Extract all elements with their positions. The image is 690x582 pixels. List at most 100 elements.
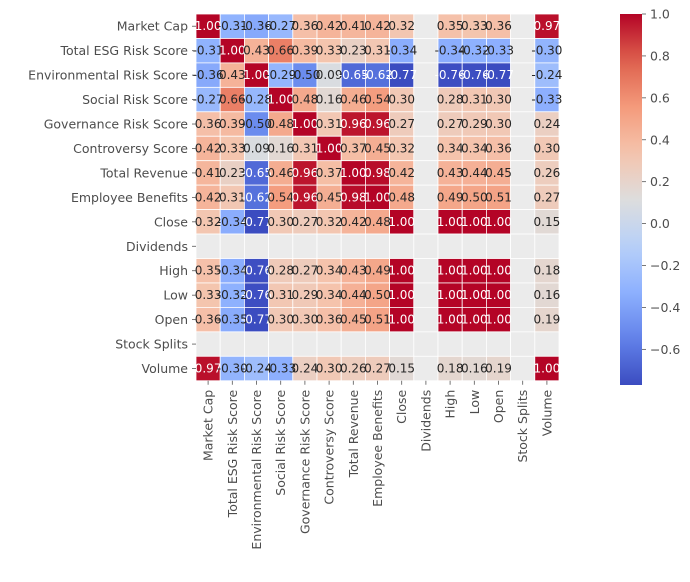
colorbar-tick-label: 0.8 <box>650 48 670 63</box>
heatmap-cell <box>413 86 439 113</box>
heatmap-cell <box>461 38 487 64</box>
heatmap-cell <box>316 111 342 137</box>
heatmap-cell <box>413 135 439 162</box>
heatmap-cell <box>243 135 269 162</box>
heatmap-cell <box>510 38 536 64</box>
heatmap-cell-label: 0.49 <box>364 264 391 278</box>
y-tick-label: Stock Splits <box>115 337 188 352</box>
heatmap-cell-label: 0.27 <box>292 215 319 229</box>
heatmap-cell <box>461 258 487 284</box>
heatmap-cell-label: -0.31 <box>193 44 224 58</box>
heatmap-cell <box>340 135 366 162</box>
heatmap-cell-label: -0.65 <box>338 68 369 82</box>
heatmap-cell-label: 0.33 <box>219 141 246 155</box>
colorbar-tick-label: −0.6 <box>650 342 680 357</box>
heatmap-cell-label: 0.48 <box>388 190 415 204</box>
heatmap-cell <box>485 282 511 308</box>
heatmap-cell <box>534 258 560 284</box>
heatmap-cell <box>243 233 269 259</box>
heatmap-cell-label: 0.33 <box>461 19 488 33</box>
heatmap-cell-label: -0.32 <box>459 44 490 58</box>
heatmap-cell <box>292 233 318 259</box>
heatmap-cell <box>461 331 487 357</box>
heatmap-cell <box>389 306 415 333</box>
heatmap-cell-label: 0.32 <box>195 215 222 229</box>
heatmap-cell <box>340 38 366 64</box>
heatmap-cell-label: 1.00 <box>461 313 488 327</box>
x-tick-label: Close <box>394 389 409 423</box>
heatmap-cell-label: 0.36 <box>195 313 222 327</box>
heatmap-cell <box>485 135 511 162</box>
heatmap-cell-label: -0.32 <box>217 288 248 302</box>
heatmap-cell <box>510 258 536 284</box>
heatmap-cell-label: 0.29 <box>292 288 319 302</box>
heatmap-cell-label: 1.00 <box>485 288 512 302</box>
heatmap-cell-label: -0.28 <box>241 93 272 107</box>
heatmap-cell <box>340 62 366 88</box>
heatmap-cell-label: -0.76 <box>241 264 272 278</box>
heatmap-cell <box>461 111 487 137</box>
heatmap-cell-label: 0.32 <box>388 141 415 155</box>
y-tick-label: Market Cap <box>117 19 188 34</box>
heatmap-cell-label: 0.44 <box>461 166 488 180</box>
heatmap-cell-label: -0.29 <box>265 68 296 82</box>
x-tick-label: Dividends <box>418 390 433 452</box>
heatmap-cell-label: 0.45 <box>485 166 512 180</box>
heatmap-cell <box>340 306 366 333</box>
heatmap-cell-label: 0.51 <box>485 190 512 204</box>
heatmap-cell <box>316 209 342 235</box>
heatmap-cell-label: -0.36 <box>193 68 224 82</box>
heatmap-cell <box>389 209 415 235</box>
x-tick-label: Environmental Risk Score <box>249 389 264 549</box>
heatmap-cell <box>364 355 390 382</box>
heatmap-cell <box>413 13 439 39</box>
x-tick-label: Market Cap <box>201 390 216 461</box>
heatmap-cell-label: 0.30 <box>534 141 561 155</box>
heatmap-cell-label: 0.31 <box>267 288 294 302</box>
heatmap-cell <box>534 355 560 382</box>
heatmap-cell <box>364 13 390 39</box>
heatmap-cell <box>292 38 318 64</box>
heatmap-cell-label: 0.96 <box>292 190 319 204</box>
x-tick-label: Controversy Score <box>322 389 337 504</box>
heatmap-cell <box>268 355 294 382</box>
heatmap-cell <box>340 184 366 210</box>
y-tick-label: Close <box>154 214 188 229</box>
heatmap-cell <box>485 111 511 137</box>
colorbar-tick-label: 0.6 <box>650 90 670 105</box>
heatmap-cell-label: 0.33 <box>316 44 343 58</box>
heatmap-cell <box>437 282 463 308</box>
heatmap-cell <box>219 233 245 259</box>
heatmap-cell <box>219 38 245 64</box>
heatmap-cell <box>437 209 463 235</box>
y-tick-label: Dividends <box>126 239 188 254</box>
colorbar-tick-label: 0.4 <box>650 132 670 147</box>
heatmap-cell <box>364 86 390 113</box>
heatmap-cell-label: -0.65 <box>241 166 272 180</box>
heatmap-cell-label: 0.43 <box>437 166 464 180</box>
heatmap-cell-label: -0.77 <box>483 68 514 82</box>
heatmap-cell <box>195 135 221 162</box>
x-tick-labels: Market Cap Total ESG Risk Score Environmen… <box>201 380 554 550</box>
heatmap-cell-label: 1.00 <box>195 19 222 33</box>
heatmap-cell <box>510 306 536 333</box>
heatmap-cell-label: 0.27 <box>534 190 561 204</box>
heatmap-cell-label: 0.23 <box>340 44 367 58</box>
heatmap-cell-label: 1.00 <box>243 68 270 82</box>
heatmap-cell-label: 1.00 <box>437 313 464 327</box>
heatmap-cell <box>413 306 439 333</box>
heatmap-cell-label: 1.00 <box>267 93 294 107</box>
heatmap-cell <box>510 135 536 162</box>
heatmap-cell <box>534 111 560 137</box>
heatmap-cell-label: 0.16 <box>316 93 343 107</box>
heatmap-cell <box>510 331 536 357</box>
heatmap-cell-label: 0.19 <box>485 362 512 376</box>
heatmap-cell-label: 0.97 <box>195 362 222 376</box>
heatmap-cell <box>485 331 511 357</box>
heatmap-cell <box>219 209 245 235</box>
heatmap-cell <box>413 209 439 235</box>
heatmap-cell <box>195 282 221 308</box>
heatmap-cell-label: 0.26 <box>534 166 561 180</box>
heatmap-cell <box>340 355 366 382</box>
heatmap-cell <box>219 306 245 333</box>
